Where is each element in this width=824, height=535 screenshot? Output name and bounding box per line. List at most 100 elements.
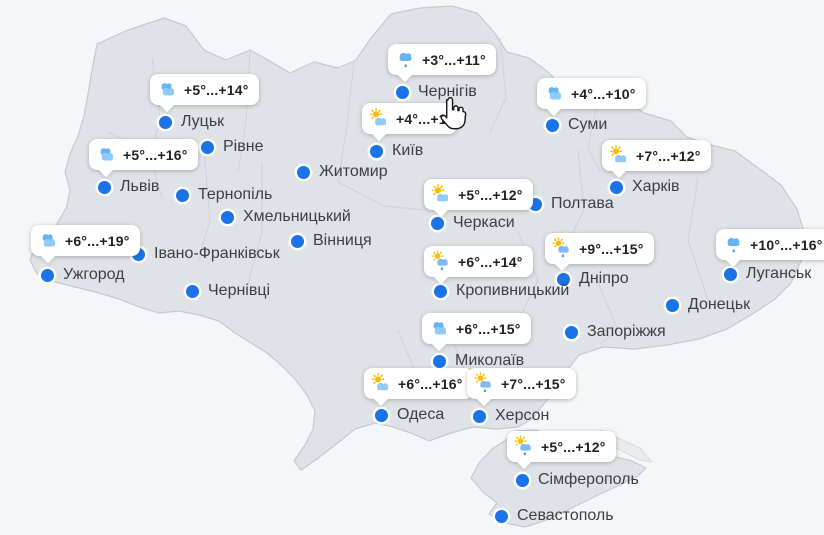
city-ternopil[interactable]: Тернопіль (176, 186, 272, 204)
city-mykolaiv[interactable]: Миколаїв (433, 352, 524, 370)
city-poltava[interactable]: Полтава (529, 195, 614, 213)
city-dot[interactable] (610, 180, 623, 194)
weather-badge-lutsk[interactable]: +5°...+14° (150, 74, 259, 105)
badge-temp: +3°...+11° (422, 51, 486, 68)
city-dot[interactable] (159, 115, 172, 129)
city-luhansk[interactable]: Луганськ (724, 265, 811, 283)
city-label: Одеса (397, 406, 445, 423)
city-odesa[interactable]: Одеса (375, 406, 444, 424)
city-kherson[interactable]: Херсон (473, 407, 549, 425)
city-dot[interactable] (433, 354, 446, 368)
weather-badge-odesa[interactable]: +6°...+16° (364, 368, 473, 399)
city-lutsk[interactable]: Луцьк (159, 113, 224, 131)
city-ivano-frankivsk[interactable]: Івано-Франківськ (132, 245, 280, 263)
partly-sunny-icon (430, 183, 453, 206)
rain-icon (394, 48, 417, 71)
weather-badge-sumy[interactable]: +4°...+10° (537, 78, 646, 109)
weather-badge-kropyvnytskyi[interactable]: +6°...+14° (424, 246, 533, 277)
city-uzhhorod[interactable]: Ужгород (41, 266, 125, 284)
city-label: Миколаїв (455, 352, 525, 369)
partly-sunny-icon (368, 107, 391, 130)
city-dot[interactable] (546, 118, 559, 132)
badge-temp: +6°...+16° (398, 375, 463, 392)
city-dot[interactable] (221, 210, 234, 224)
city-dot[interactable] (291, 234, 304, 248)
weather-badge-lviv[interactable]: +5°...+16° (89, 139, 198, 170)
city-label: Ужгород (63, 266, 125, 283)
weather-badge-cherkasy[interactable]: +5°...+12° (424, 179, 533, 210)
partly-sunny-icon (608, 144, 631, 167)
city-label: Суми (568, 116, 608, 133)
weather-badge-mykolaiv[interactable]: +6°...+15° (422, 313, 531, 344)
city-dot[interactable] (434, 284, 447, 298)
city-kharkiv[interactable]: Харків (610, 178, 680, 196)
city-dot[interactable] (431, 216, 444, 230)
city-chernivtsi[interactable]: Чернівці (186, 282, 270, 300)
weather-badge-luhansk[interactable]: +10°...+16° (716, 229, 824, 260)
city-dot[interactable] (473, 409, 486, 423)
cloudy-icon (543, 82, 566, 105)
city-dot[interactable] (370, 144, 383, 158)
city-kropyvnytskyi[interactable]: Кропивницький (434, 282, 569, 300)
city-khmelnytskyi[interactable]: Хмельницький (221, 208, 351, 226)
weather-badge-dnipro[interactable]: +9°...+15° (545, 233, 654, 264)
city-label: Черкаси (453, 214, 515, 231)
badge-temp: +4°...+1 (396, 110, 447, 127)
city-dot[interactable] (516, 473, 529, 487)
city-vinnytsia[interactable]: Вінниця (291, 232, 372, 250)
cloudy-icon (156, 78, 179, 101)
weather-badge-kherson[interactable]: +7°...+15° (467, 368, 576, 399)
city-simferopol[interactable]: Сімферополь (516, 471, 639, 489)
city-dot[interactable] (201, 140, 214, 154)
weather-badge-kharkiv[interactable]: +7°...+12° (602, 140, 711, 171)
city-chernihiv[interactable]: Чернігів (396, 83, 477, 101)
city-label: Житомир (319, 163, 388, 180)
city-zhytomyr[interactable]: Житомир (297, 163, 388, 181)
city-dot[interactable] (176, 188, 189, 202)
badge-temp: +10°...+16° (750, 236, 823, 253)
city-label: Дніпро (579, 270, 629, 287)
city-label: Рівне (223, 138, 264, 155)
city-dot[interactable] (495, 509, 508, 523)
city-label: Луцьк (181, 113, 225, 130)
city-dot[interactable] (724, 267, 737, 281)
city-dot[interactable] (375, 408, 388, 422)
city-dot[interactable] (565, 325, 578, 339)
city-zaporizhzhia[interactable]: Запоріжжя (565, 323, 666, 341)
city-label: Полтава (551, 195, 614, 212)
weather-badge-chernihiv[interactable]: +3°...+11° (388, 44, 496, 75)
city-dot[interactable] (41, 268, 54, 282)
badge-temp: +4°...+10° (571, 85, 636, 102)
sun-rain-icon (473, 372, 496, 395)
city-rivne[interactable]: Рівне (201, 138, 263, 156)
weather-badge-uzhhorod[interactable]: +6°...+19° (31, 225, 140, 256)
city-label: Запоріжжя (587, 323, 666, 340)
cloudy-icon (428, 317, 451, 340)
city-dot[interactable] (396, 85, 409, 99)
badge-temp: +5°...+16° (123, 146, 188, 163)
city-label: Вінниця (313, 232, 372, 249)
city-sumy[interactable]: Суми (546, 116, 607, 134)
city-donetsk[interactable]: Донецьк (666, 296, 750, 314)
city-lviv[interactable]: Львів (98, 178, 159, 196)
city-dot[interactable] (666, 298, 679, 312)
badge-temp: +6°...+15° (456, 320, 521, 337)
partly-sunny-icon (370, 372, 393, 395)
city-label: Луганськ (746, 265, 812, 282)
city-cherkasy[interactable]: Черкаси (431, 214, 515, 232)
city-label: Харків (632, 178, 680, 195)
city-label: Чернігів (418, 83, 477, 100)
city-dot[interactable] (297, 165, 310, 179)
city-dot[interactable] (98, 180, 111, 194)
sun-rain-icon (551, 237, 574, 260)
city-label: Львів (120, 178, 160, 195)
sun-rain-icon (430, 250, 453, 273)
city-dot[interactable] (557, 272, 570, 286)
weather-badge-simferopol[interactable]: +5°...+12° (507, 431, 616, 462)
city-dnipro[interactable]: Дніпро (557, 270, 629, 288)
city-sevastopol[interactable]: Севастополь (495, 507, 614, 525)
badge-temp: +5°...+12° (541, 438, 606, 455)
city-kyiv[interactable]: Київ (370, 142, 423, 160)
city-label: Київ (392, 142, 424, 159)
city-dot[interactable] (186, 284, 199, 298)
